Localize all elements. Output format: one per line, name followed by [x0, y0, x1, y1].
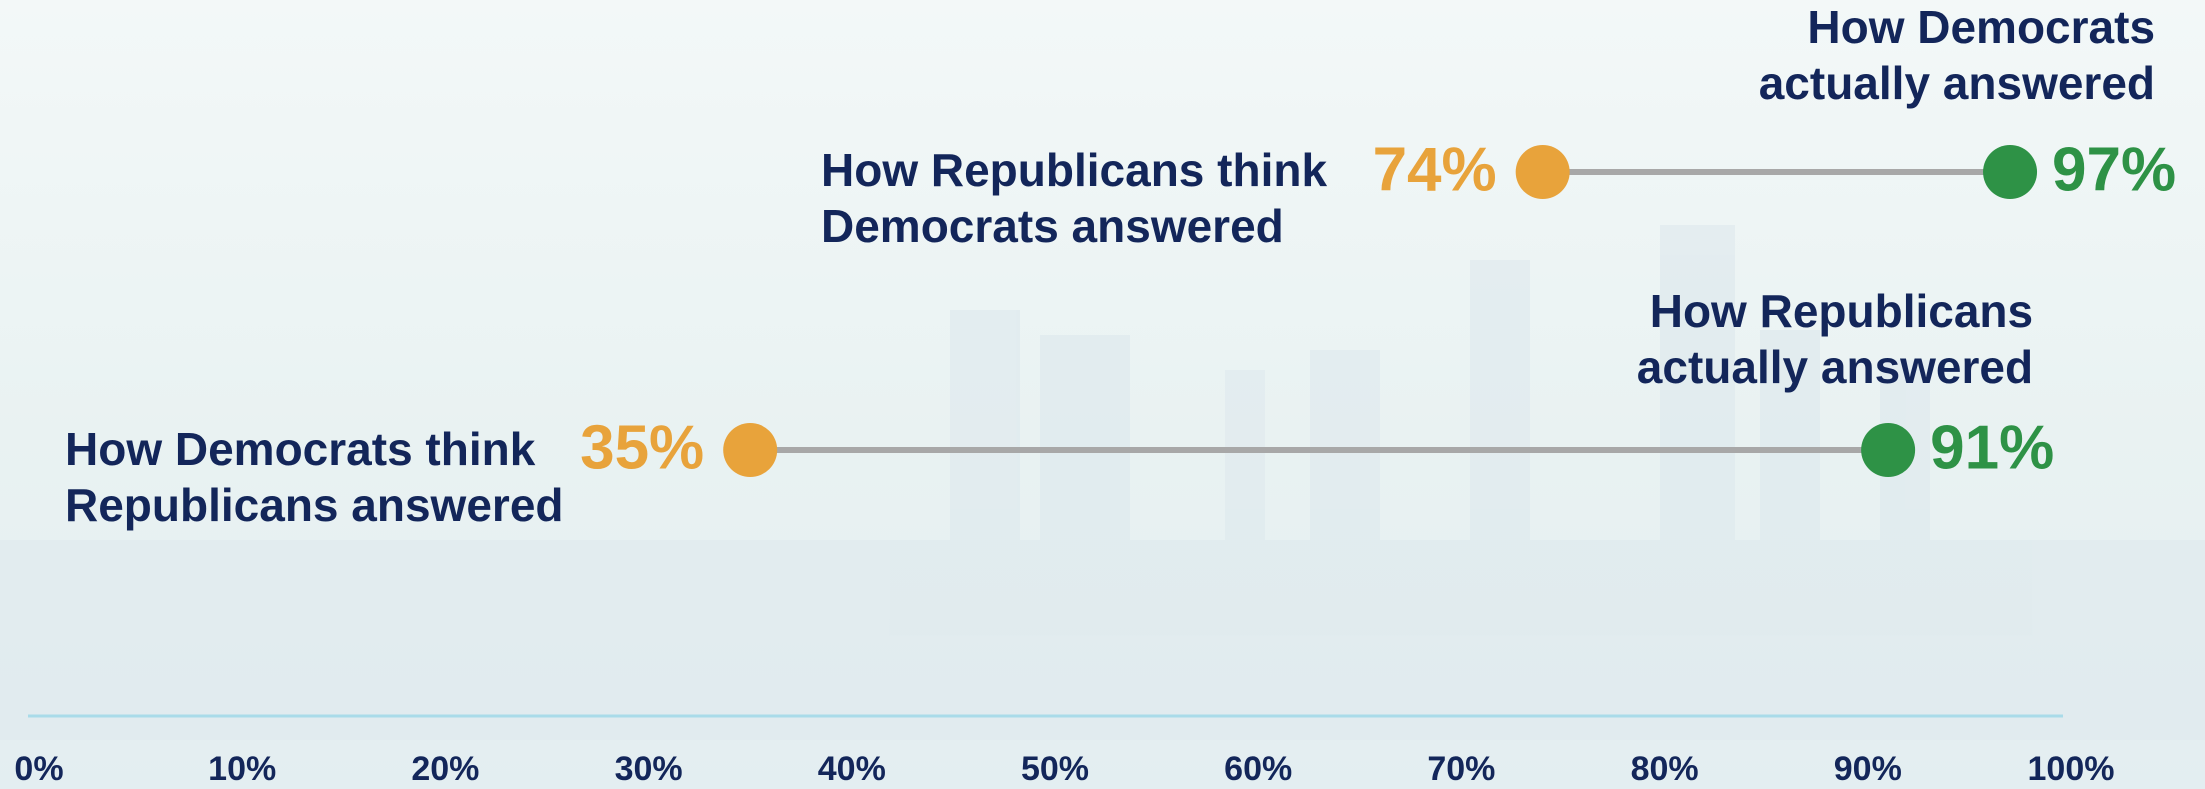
x-tick-label: 10%	[208, 750, 276, 788]
actual-name: How Republicans	[1650, 285, 2033, 337]
perceived-name: Democrats answered	[821, 200, 1284, 252]
perceived-dot	[1515, 145, 1570, 199]
x-tick-label: 100%	[2028, 750, 2115, 788]
perceived-name: Republicans answered	[65, 479, 564, 531]
actual-value-label: 91%	[1930, 413, 2054, 482]
perceived-name: How Democrats think	[65, 423, 536, 475]
x-tick-label: 80%	[1631, 750, 1699, 788]
perceived-dot	[723, 423, 778, 477]
x-tick-label: 70%	[1427, 750, 1495, 788]
x-tick-label: 0%	[14, 750, 63, 788]
x-tick-label: 90%	[1834, 750, 1902, 788]
actual-value-label: 97%	[2052, 135, 2176, 204]
actual-dot	[1861, 423, 1916, 477]
x-tick-label: 40%	[818, 750, 886, 788]
actual-name: How Democrats	[1807, 1, 2155, 53]
x-tick-label: 50%	[1021, 750, 1089, 788]
actual-name: actually answered	[1637, 341, 2033, 393]
x-tick-label: 60%	[1224, 750, 1292, 788]
x-tick-label: 20%	[411, 750, 479, 788]
actual-dot	[1983, 145, 2038, 199]
perceived-value-label: 35%	[580, 413, 704, 482]
x-tick-label: 30%	[615, 750, 683, 788]
actual-name: actually answered	[1759, 57, 2155, 109]
perceived-value-label: 74%	[1373, 135, 1497, 204]
perceived-name: How Republicans think	[821, 144, 1327, 196]
